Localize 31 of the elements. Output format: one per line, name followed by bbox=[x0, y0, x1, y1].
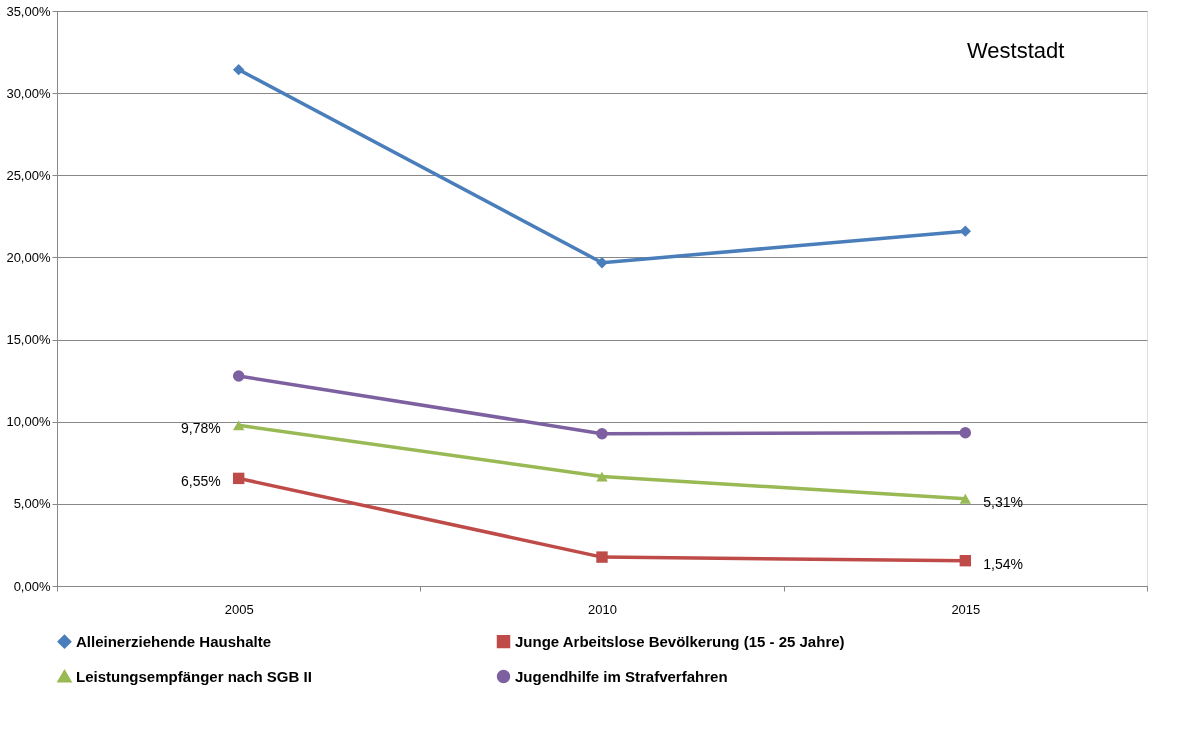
point bbox=[232, 370, 245, 382]
point bbox=[596, 471, 608, 482]
data-label: 6,55% bbox=[180, 473, 221, 490]
point bbox=[959, 493, 972, 504]
data-label: 9,78% bbox=[180, 420, 221, 437]
y-tick-label: 10,00% bbox=[6, 414, 51, 430]
data-label: 5,31% bbox=[983, 493, 1024, 510]
point bbox=[232, 472, 245, 485]
point bbox=[232, 420, 245, 431]
point bbox=[232, 63, 245, 76]
y-tick-label: 5,00% bbox=[13, 496, 51, 512]
point bbox=[596, 551, 608, 563]
legend-label: Jugendhilfe im Strafverfahren bbox=[515, 667, 728, 685]
x-tick-label: 2005 bbox=[224, 601, 254, 617]
x-tick-label: 2015 bbox=[951, 601, 981, 617]
x-tick-label: 2010 bbox=[588, 601, 617, 617]
point bbox=[959, 555, 972, 567]
legend-label: Leistungsempfänger nach SGB II bbox=[76, 667, 312, 685]
point bbox=[596, 428, 608, 440]
y-tick-label: 0,00% bbox=[13, 578, 51, 594]
legend-label: Alleinerziehende Haushalte bbox=[76, 632, 272, 650]
point bbox=[959, 427, 972, 439]
y-tick-label: 15,00% bbox=[6, 332, 51, 348]
y-tick-label: 25,00% bbox=[6, 167, 51, 183]
data-label: 1,54% bbox=[983, 555, 1024, 572]
y-tick-label: 35,00% bbox=[6, 3, 51, 19]
y-tick-label: 30,00% bbox=[6, 85, 51, 101]
legend-label: Junge Arbeitslose Bevölkerung (15 - 25 Jahre) bbox=[515, 632, 845, 650]
annotation: Weststadt bbox=[967, 38, 1065, 63]
y-tick-label: 20,00% bbox=[6, 249, 51, 265]
point bbox=[596, 256, 608, 269]
